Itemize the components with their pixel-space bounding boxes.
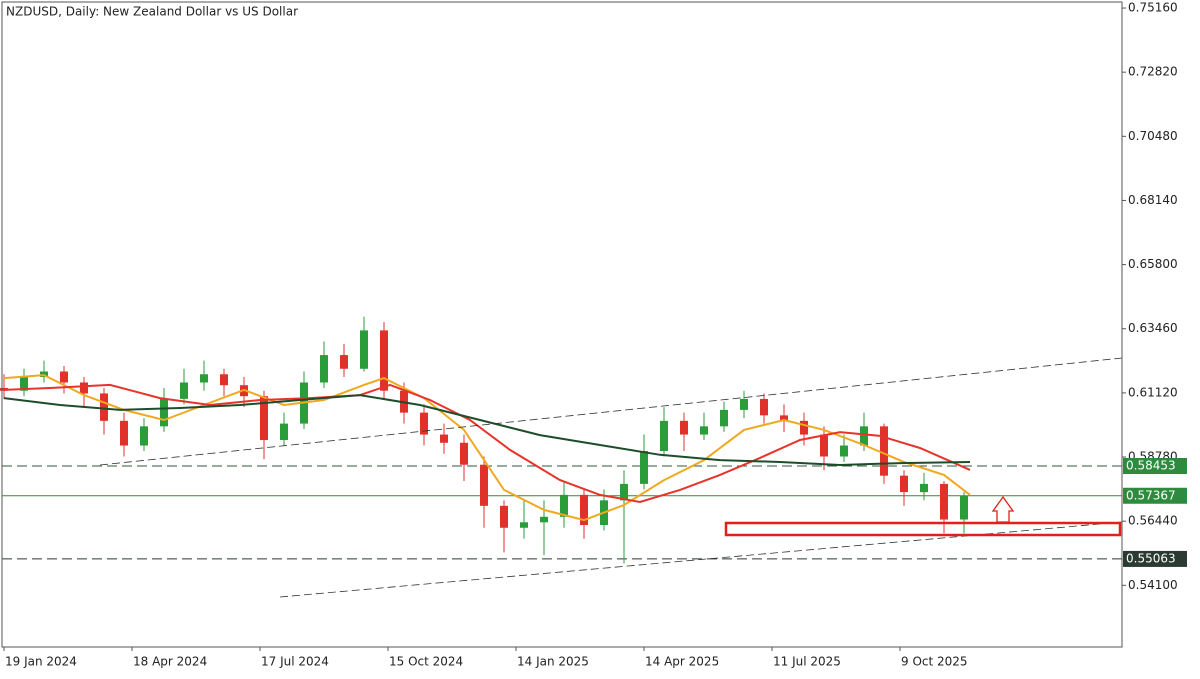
y-tick-label: 0.70480 xyxy=(1128,129,1178,143)
candle-body xyxy=(560,494,568,517)
candle-body xyxy=(960,495,968,520)
upper-trendline xyxy=(99,357,1123,466)
price-level-label: 0.58453 xyxy=(1126,458,1176,472)
candle-body xyxy=(480,464,488,506)
candle-body xyxy=(860,426,868,446)
candle-body xyxy=(500,505,508,528)
candle-body xyxy=(800,420,808,435)
candle-body xyxy=(220,374,228,386)
y-tick-label: 0.72820 xyxy=(1128,65,1178,79)
candle-body xyxy=(360,330,368,369)
y-tick-label: 0.65800 xyxy=(1128,257,1178,271)
candle-body xyxy=(920,483,928,493)
chart-title: NZDUSD, Daily: New Zealand Dollar vs US … xyxy=(6,5,298,19)
candle-body xyxy=(540,516,548,523)
y-tick-label: 0.68140 xyxy=(1128,193,1178,207)
support-zone xyxy=(724,521,1122,537)
candle-body xyxy=(340,355,348,369)
candle-body xyxy=(180,382,188,399)
price-level-tag xyxy=(1123,487,1187,504)
candle-body xyxy=(620,483,628,501)
up-arrow xyxy=(991,495,1015,523)
y-tick-label: 0.63460 xyxy=(1128,321,1178,335)
y-tick-label: 0.56440 xyxy=(1128,514,1178,528)
candle-body xyxy=(700,426,708,435)
candle-body xyxy=(320,355,328,383)
candle-body xyxy=(940,483,948,520)
candle-body xyxy=(200,374,208,383)
candle-body xyxy=(640,451,648,484)
x-tick-label: 18 Apr 2024 xyxy=(133,655,207,669)
candle-body xyxy=(20,376,28,391)
price-level-label: 0.57367 xyxy=(1126,488,1176,502)
x-tick-label: 14 Jan 2025 xyxy=(517,655,589,669)
candle-body xyxy=(380,330,388,391)
lower-trendline xyxy=(279,521,1123,598)
candle-body xyxy=(900,475,908,493)
candle-body xyxy=(440,434,448,443)
candle-body xyxy=(100,393,108,421)
candle-body xyxy=(160,398,168,427)
candle-body xyxy=(420,412,428,435)
plot-layer xyxy=(0,316,1122,564)
candle-body xyxy=(720,409,728,427)
price-level-label: 0.55063 xyxy=(1126,551,1176,565)
y-tick-label: 0.61120 xyxy=(1128,385,1178,399)
y-tick-label: 0.54100 xyxy=(1128,578,1178,592)
moving-average xyxy=(3,394,971,467)
candle-body xyxy=(280,423,288,441)
price-level-tag xyxy=(1123,457,1187,474)
candle-body xyxy=(740,398,748,410)
candle-body xyxy=(140,426,148,446)
candle-body xyxy=(660,420,668,452)
x-tick-label: 9 Oct 2025 xyxy=(901,655,968,669)
candle-body xyxy=(680,420,688,435)
x-tick-label: 15 Oct 2024 xyxy=(389,655,463,669)
candle-body xyxy=(80,382,88,394)
candle-body xyxy=(60,371,68,383)
candle-body xyxy=(780,415,788,421)
candle-body xyxy=(580,494,588,526)
candle-body xyxy=(760,398,768,416)
candle-body xyxy=(840,445,848,457)
moving-average xyxy=(3,374,971,522)
candle-body xyxy=(520,522,528,528)
candle-body xyxy=(460,442,468,465)
x-tick-label: 14 Apr 2025 xyxy=(645,655,719,669)
moving-average xyxy=(3,383,971,504)
candle-body xyxy=(820,434,828,457)
x-tick-label: 11 Jul 2025 xyxy=(773,655,841,669)
price-level-tag xyxy=(1123,550,1187,567)
y-tick-label: 0.75160 xyxy=(1128,1,1178,15)
candle-body xyxy=(880,426,888,476)
x-tick-label: 17 Jul 2024 xyxy=(261,655,329,669)
x-tick-label: 19 Jan 2024 xyxy=(5,655,77,669)
candle-body xyxy=(120,420,128,446)
candle-body xyxy=(260,396,268,441)
plot-frame xyxy=(1,1,1123,648)
